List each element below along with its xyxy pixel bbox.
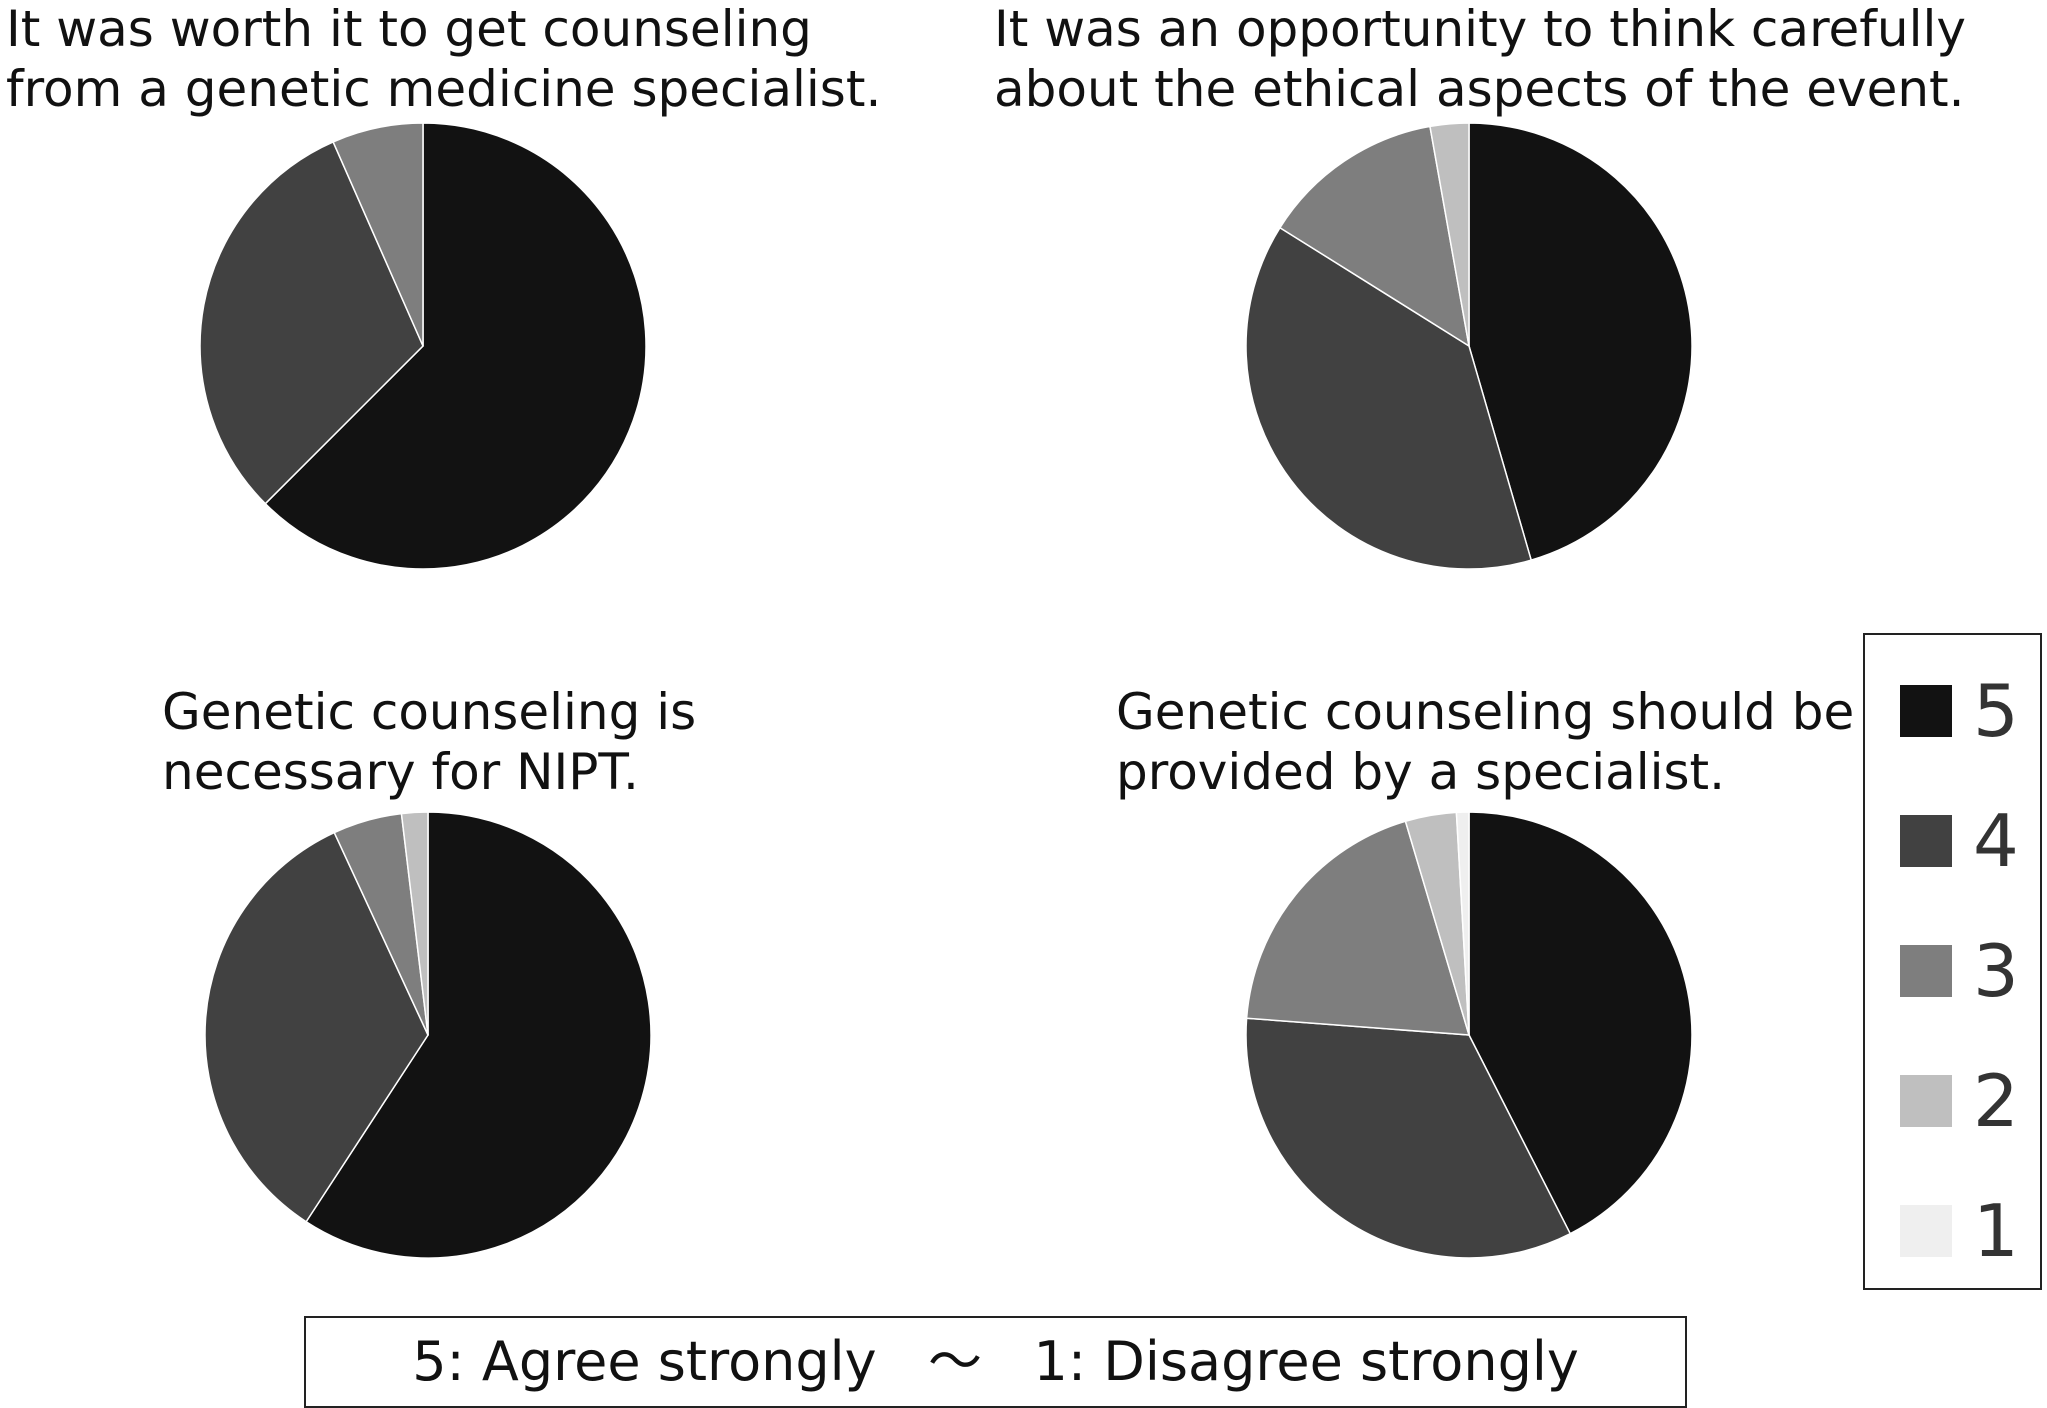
chart-title-3: Genetic counseling is necessary for NIPT… [162, 682, 696, 802]
chart-title-2-line-2: about the ethical aspects of the event. [994, 60, 1965, 118]
pie-chart-3 [204, 811, 652, 1259]
legend-item-3: 3 [1865, 929, 2044, 1075]
legend-label-4: 4 [1973, 799, 2019, 883]
chart-title-2-line-1: It was an opportunity to think carefully [994, 0, 1966, 58]
pie-1-slice-5 [264, 122, 647, 570]
legend-label-1: 1 [1973, 1189, 2019, 1273]
legend-label-2: 2 [1973, 1059, 2019, 1143]
pie-4-slice-1 [1455, 811, 1470, 1036]
pie-chart-4 [1245, 811, 1693, 1259]
legend-item-1: 1 [1865, 1189, 2044, 1335]
chart-title-4: Genetic counseling should be provided by… [1116, 682, 1854, 802]
chart-title-1-line-1: It was worth it to get counseling [6, 0, 812, 58]
pie-2-slice-4 [1245, 226, 1532, 570]
pie-3-slice-5 [305, 811, 652, 1259]
legend-item-5: 5 [1865, 669, 2044, 815]
pie-chart-1 [199, 122, 647, 570]
legend-label-5: 5 [1973, 669, 2019, 753]
pie-2-slice-5 [1468, 122, 1693, 561]
legend-swatch-3 [1900, 945, 1952, 997]
legend-item-2: 2 [1865, 1059, 2044, 1205]
chart-title-3-line-2: necessary for NIPT. [162, 743, 639, 801]
pie-4-slice-4 [1245, 1017, 1571, 1259]
chart-title-4-line-2: provided by a specialist. [1116, 743, 1726, 801]
legend-item-4: 4 [1865, 799, 2044, 945]
pie-3-slice-4 [204, 831, 429, 1223]
pie-chart-2 [1245, 122, 1693, 570]
chart-title-2: It was an opportunity to think carefully… [994, 0, 1966, 119]
legend-swatch-4 [1900, 815, 1952, 867]
legend-swatch-2 [1900, 1075, 1952, 1127]
pie-1-slice-3 [332, 122, 424, 347]
legend: 5 4 3 2 1 [1863, 633, 2042, 1290]
legend-label-3: 3 [1973, 929, 2019, 1013]
legend-swatch-1 [1900, 1205, 1952, 1257]
chart-title-1: It was worth it to get counseling from a… [6, 0, 881, 119]
pie-1-slice-4 [199, 141, 424, 505]
scale-note: 5: Agree strongly ～ 1: Disagree strongly [304, 1316, 1687, 1408]
pie-4-slice-5 [1468, 811, 1693, 1235]
pie-4-slice-3 [1245, 820, 1470, 1036]
chart-title-3-line-1: Genetic counseling is [162, 683, 697, 741]
legend-swatch-5 [1900, 685, 1952, 737]
chart-title-1-line-2: from a genetic medicine specialist. [6, 60, 882, 118]
pie-3-slice-2 [400, 811, 429, 1036]
pie-2-slice-2 [1429, 122, 1470, 347]
chart-title-4-line-1: Genetic counseling should be [1116, 683, 1855, 741]
pie-2-slice-3 [1279, 125, 1470, 347]
